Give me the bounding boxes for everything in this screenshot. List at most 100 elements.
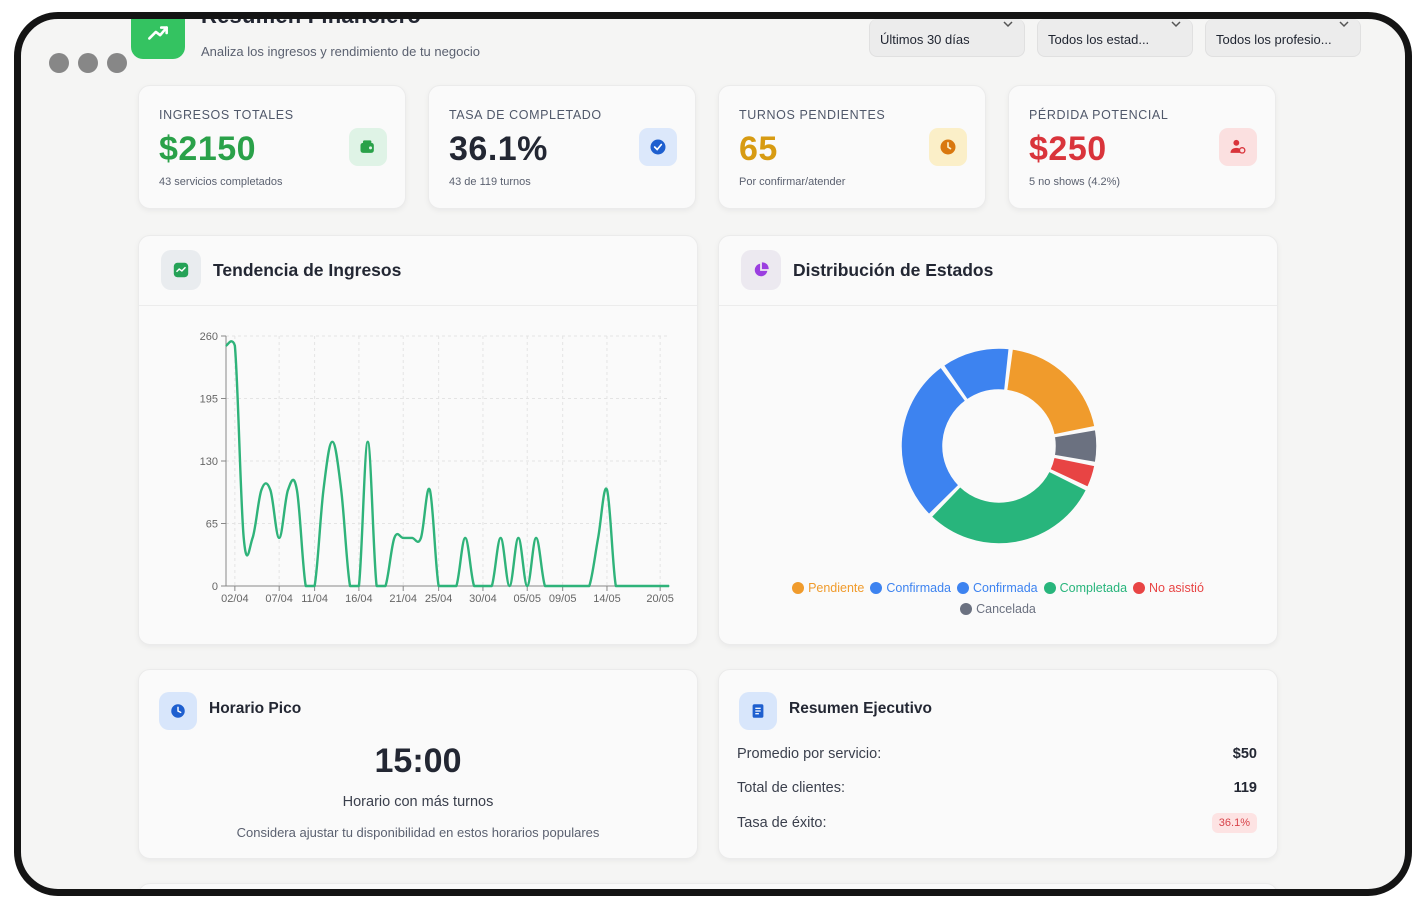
stat-value: 65 bbox=[739, 130, 778, 168]
donut-slice bbox=[900, 366, 967, 516]
executive-summary-panel: Resumen Ejecutivo Promedio por servicio:… bbox=[718, 669, 1278, 859]
panel-title: Tendencia de Ingresos bbox=[213, 260, 402, 280]
legend-item[interactable]: Completada bbox=[1043, 578, 1127, 599]
legend-label: No asistió bbox=[1149, 581, 1204, 595]
stat-subtext: 43 de 119 turnos bbox=[449, 176, 531, 188]
window-close-button[interactable] bbox=[49, 53, 69, 73]
data-point bbox=[287, 489, 289, 491]
data-point bbox=[446, 585, 449, 587]
y-tick-label: 65 bbox=[206, 519, 218, 531]
data-point bbox=[429, 489, 431, 491]
data-point bbox=[517, 537, 519, 539]
legend-item[interactable]: No asistió bbox=[1133, 578, 1204, 599]
data-point bbox=[455, 585, 457, 587]
data-point bbox=[234, 345, 236, 347]
stat-subtext: 5 no shows (4.2%) bbox=[1029, 176, 1121, 188]
x-tick-label: 20/05 bbox=[646, 593, 674, 605]
legend-item[interactable]: Cancelada bbox=[960, 599, 1036, 620]
stat-value: 36.1% bbox=[449, 130, 548, 168]
document-icon bbox=[739, 692, 777, 730]
data-point bbox=[641, 585, 644, 587]
data-point bbox=[650, 585, 652, 587]
x-tick-label: 11/04 bbox=[301, 593, 328, 605]
status-distribution-panel: Distribución de Estados Pendiente Confirm… bbox=[718, 235, 1278, 645]
legend-item[interactable]: Confirmada bbox=[870, 578, 951, 599]
data-point bbox=[411, 537, 413, 539]
data-point bbox=[376, 585, 378, 587]
page-subtitle: Analiza los ingresos y rendimiento de tu… bbox=[201, 44, 480, 59]
data-point bbox=[269, 489, 271, 491]
pie-chart-icon bbox=[741, 250, 781, 290]
data-point bbox=[305, 585, 307, 587]
stat-subtext: 43 servicios completados bbox=[159, 176, 283, 188]
data-point bbox=[544, 585, 546, 587]
legend-item[interactable]: Confirmada bbox=[957, 578, 1038, 599]
app-window: Resumen Financiero Analiza los ingresos … bbox=[14, 12, 1412, 896]
summary-row: Tasa de éxito: 36.1% bbox=[737, 813, 1257, 837]
data-point bbox=[526, 585, 528, 587]
legend-swatch bbox=[792, 582, 805, 594]
success-rate-badge: 36.1% bbox=[1211, 813, 1257, 833]
chart-line-icon bbox=[161, 250, 201, 290]
x-tick-label: 14/05 bbox=[593, 593, 621, 605]
data-point bbox=[367, 441, 369, 443]
data-point bbox=[659, 585, 661, 587]
data-point bbox=[500, 537, 502, 539]
donut-slice bbox=[1053, 428, 1098, 464]
donut-slice bbox=[1005, 348, 1096, 436]
stat-card-total-revenue: INGRESOS TOTALES $2150 43 servicios comp… bbox=[138, 85, 406, 209]
window-minimize-button[interactable] bbox=[78, 53, 98, 73]
data-point bbox=[508, 585, 511, 587]
user-x-icon bbox=[1219, 128, 1257, 166]
data-point bbox=[402, 537, 404, 539]
x-tick-label: 16/04 bbox=[345, 593, 373, 605]
window-controls bbox=[49, 53, 127, 73]
date-range-value: Últimos 30 días bbox=[880, 32, 970, 47]
y-tick-label: 0 bbox=[212, 581, 218, 593]
chart-legend: Pendiente Confirmada Confirmada Completada N… bbox=[739, 578, 1257, 620]
status-select[interactable]: Todos los estad... bbox=[1037, 19, 1193, 57]
revenue-series-line bbox=[225, 340, 669, 588]
next-panel bbox=[138, 883, 1278, 889]
data-point bbox=[562, 585, 564, 587]
data-point bbox=[225, 345, 227, 347]
stat-value: $2150 bbox=[159, 130, 257, 168]
panel-header: Distribución de Estados bbox=[719, 236, 1277, 306]
panel-header: Tendencia de Ingresos bbox=[139, 236, 697, 306]
summary-row: Promedio por servicio: $50 bbox=[737, 744, 1257, 768]
stat-label: PÉRDIDA POTENCIAL bbox=[1029, 108, 1169, 122]
stat-value: $250 bbox=[1029, 130, 1107, 168]
clock-icon bbox=[159, 692, 197, 730]
donut-slice bbox=[942, 347, 1011, 401]
legend-swatch bbox=[1133, 582, 1146, 594]
data-point bbox=[464, 537, 466, 539]
data-point bbox=[482, 585, 484, 587]
date-range-select[interactable]: Últimos 30 días bbox=[869, 19, 1025, 57]
check-circle-icon bbox=[639, 128, 677, 166]
legend-item[interactable]: Pendiente bbox=[792, 578, 864, 599]
filter-bar: Últimos 30 días Todos los estad... Todos… bbox=[869, 19, 1361, 57]
chevron-down-icon bbox=[1171, 21, 1181, 28]
stat-label: TURNOS PENDIENTES bbox=[739, 108, 886, 122]
page-title: Resumen Financiero bbox=[201, 12, 421, 28]
data-point bbox=[340, 489, 342, 491]
summary-value: $50 bbox=[1232, 746, 1257, 762]
data-point bbox=[384, 585, 387, 587]
professional-select[interactable]: Todos los profesio... bbox=[1205, 19, 1361, 57]
chevron-down-icon bbox=[1003, 21, 1013, 28]
window-maximize-button[interactable] bbox=[107, 53, 127, 73]
data-point bbox=[632, 585, 635, 587]
data-point bbox=[588, 585, 590, 587]
x-tick-label: 09/05 bbox=[549, 593, 577, 605]
data-point bbox=[553, 585, 555, 587]
data-point bbox=[349, 585, 351, 587]
stat-label: INGRESOS TOTALES bbox=[159, 108, 294, 122]
revenue-trend-panel: Tendencia de Ingresos 0 65 130 195 260 02/04 0… bbox=[138, 235, 698, 645]
data-point bbox=[597, 537, 599, 539]
data-point bbox=[438, 585, 440, 587]
stat-card-potential-loss: PÉRDIDA POTENCIAL $250 5 no shows (4.2%) bbox=[1008, 85, 1276, 209]
stat-card-completion-rate: TASA DE COMPLETADO 36.1% 43 de 119 turno… bbox=[428, 85, 696, 209]
data-point bbox=[278, 537, 280, 539]
data-point bbox=[358, 585, 360, 587]
legend-swatch bbox=[957, 582, 969, 594]
